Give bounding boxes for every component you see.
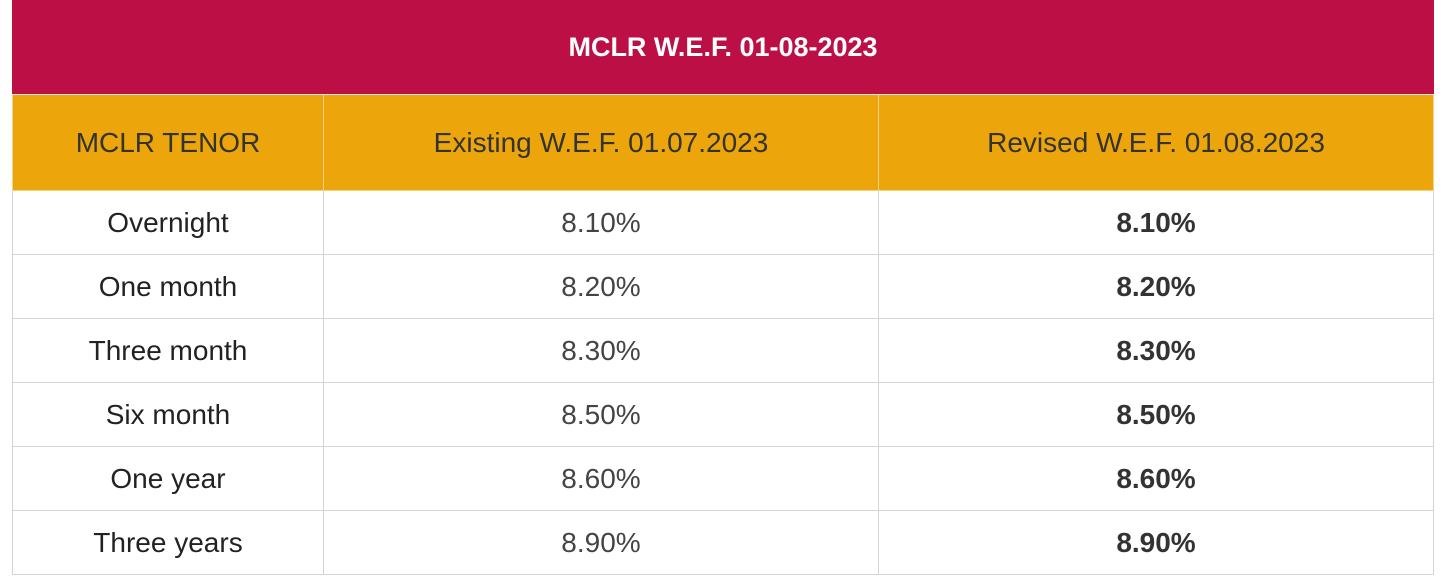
tenor-cell: Three years bbox=[12, 510, 324, 575]
table-row: Three month 8.30% 8.30% bbox=[12, 318, 1435, 383]
tenor-cell: Three month bbox=[12, 318, 324, 383]
table-row: One month 8.20% 8.20% bbox=[12, 254, 1435, 319]
table-header-row: MCLR TENOR Existing W.E.F. 01.07.2023 Re… bbox=[12, 94, 1435, 191]
revised-rate-cell: 8.10% bbox=[877, 190, 1435, 255]
mclr-rates-table: MCLR W.E.F. 01-08-2023 MCLR TENOR Existi… bbox=[11, 0, 1435, 575]
revised-rate-cell: 8.90% bbox=[877, 510, 1435, 575]
tenor-cell: One month bbox=[12, 254, 324, 319]
tenor-cell: Overnight bbox=[12, 190, 324, 255]
table-title: MCLR W.E.F. 01-08-2023 bbox=[11, 0, 1435, 95]
table-row: Overnight 8.10% 8.10% bbox=[12, 190, 1435, 255]
table-row: Three years 8.90% 8.90% bbox=[12, 510, 1435, 575]
existing-rate-cell: 8.30% bbox=[323, 318, 879, 383]
header-tenor: MCLR TENOR bbox=[12, 94, 324, 191]
header-revised: Revised W.E.F. 01.08.2023 bbox=[877, 94, 1435, 191]
existing-rate-cell: 8.20% bbox=[323, 254, 879, 319]
existing-rate-cell: 8.10% bbox=[323, 190, 879, 255]
revised-rate-cell: 8.20% bbox=[877, 254, 1435, 319]
revised-rate-cell: 8.50% bbox=[877, 382, 1435, 447]
table-row: One year 8.60% 8.60% bbox=[12, 446, 1435, 511]
revised-rate-cell: 8.60% bbox=[877, 446, 1435, 511]
tenor-cell: One year bbox=[12, 446, 324, 511]
existing-rate-cell: 8.50% bbox=[323, 382, 879, 447]
table-title-row: MCLR W.E.F. 01-08-2023 bbox=[11, 0, 1435, 95]
tenor-cell: Six month bbox=[12, 382, 324, 447]
revised-rate-cell: 8.30% bbox=[877, 318, 1435, 383]
header-existing: Existing W.E.F. 01.07.2023 bbox=[323, 94, 879, 191]
table-row: Six month 8.50% 8.50% bbox=[12, 382, 1435, 447]
existing-rate-cell: 8.90% bbox=[323, 510, 879, 575]
existing-rate-cell: 8.60% bbox=[323, 446, 879, 511]
